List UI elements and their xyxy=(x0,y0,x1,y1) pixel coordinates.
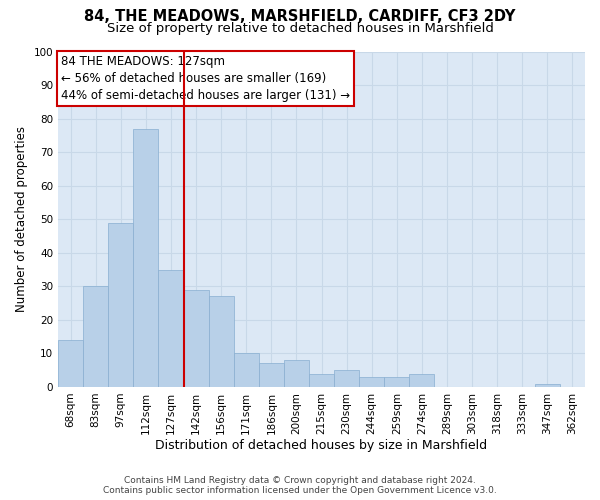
Bar xyxy=(158,270,184,387)
Text: Contains HM Land Registry data © Crown copyright and database right 2024.
Contai: Contains HM Land Registry data © Crown c… xyxy=(103,476,497,495)
Bar xyxy=(334,370,359,387)
Bar xyxy=(384,377,409,387)
Y-axis label: Number of detached properties: Number of detached properties xyxy=(15,126,28,312)
Bar xyxy=(309,374,334,387)
Bar xyxy=(108,222,133,387)
X-axis label: Distribution of detached houses by size in Marshfield: Distribution of detached houses by size … xyxy=(155,440,488,452)
Bar xyxy=(133,128,158,387)
Bar xyxy=(209,296,233,387)
Bar xyxy=(409,374,434,387)
Bar xyxy=(58,340,83,387)
Bar xyxy=(233,354,259,387)
Bar xyxy=(535,384,560,387)
Text: 84, THE MEADOWS, MARSHFIELD, CARDIFF, CF3 2DY: 84, THE MEADOWS, MARSHFIELD, CARDIFF, CF… xyxy=(85,9,515,24)
Bar xyxy=(359,377,384,387)
Bar xyxy=(184,290,209,387)
Bar xyxy=(284,360,309,387)
Bar xyxy=(259,364,284,387)
Bar xyxy=(83,286,108,387)
Text: Size of property relative to detached houses in Marshfield: Size of property relative to detached ho… xyxy=(107,22,493,35)
Text: 84 THE MEADOWS: 127sqm
← 56% of detached houses are smaller (169)
44% of semi-de: 84 THE MEADOWS: 127sqm ← 56% of detached… xyxy=(61,55,350,102)
